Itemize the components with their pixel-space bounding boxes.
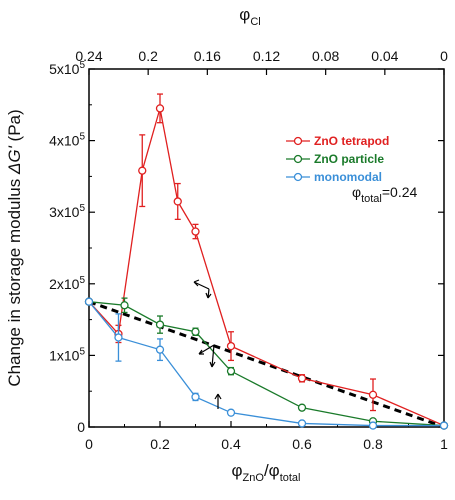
legend-marker xyxy=(293,154,303,164)
top-axis-label-main: φ xyxy=(239,5,250,24)
y-tick-label-base: 3x10 xyxy=(49,204,80,220)
bottom-axis-label-sep: /φ xyxy=(264,461,280,480)
data-point xyxy=(155,345,165,354)
top-tick-label: 0.08 xyxy=(312,48,339,64)
series-monomodal xyxy=(84,297,449,430)
series-line xyxy=(88,108,445,427)
top-tick-label: 0.24 xyxy=(75,48,102,64)
top-axis-ticks: 0.24 0.2 0.16 0.12 0.08 0.04 0 xyxy=(75,48,448,75)
total-annotation-main: φ xyxy=(352,184,361,200)
bottom-tick-label: 0 xyxy=(85,436,93,452)
y-tick-label-base: 1x10 xyxy=(49,347,80,363)
legend-marker xyxy=(293,136,303,146)
y-tick-label-base: 4x10 xyxy=(49,133,80,149)
data-point xyxy=(439,421,449,430)
y-tick-label-exponent: 5 xyxy=(79,203,85,214)
data-point xyxy=(297,374,307,383)
data-point xyxy=(114,333,123,342)
data-point xyxy=(191,327,200,336)
data-point xyxy=(138,166,147,175)
bottom-tick-label: 0.6 xyxy=(292,436,312,452)
top-axis-label-sub: Cl xyxy=(250,16,260,28)
y-tick-label-exponent: 5 xyxy=(79,132,85,143)
legend-label: ZnO particle xyxy=(314,152,384,166)
y-axis-label: Change in storage modulus ΔG' (Pa) xyxy=(5,109,24,386)
data-point xyxy=(226,408,236,417)
y-tick-label-exponent: 5 xyxy=(79,275,85,286)
series-zno-tetrapod xyxy=(84,93,449,430)
series-layer xyxy=(84,93,449,430)
bottom-axis-label-sub2: total xyxy=(280,472,301,484)
bottom-tick-label: 1 xyxy=(440,436,448,452)
data-point xyxy=(368,421,378,430)
data-point xyxy=(155,320,165,329)
series-zno-particle xyxy=(84,297,449,430)
bottom-axis-label-sub: ZnO xyxy=(243,472,265,484)
legend-label: ZnO tetrapod xyxy=(314,134,389,148)
y-tick-label-base: 2x10 xyxy=(49,276,80,292)
y-tick-label: 2x105 xyxy=(49,275,85,292)
y-axis-label-unit: (Pa) xyxy=(5,109,24,146)
data-point xyxy=(155,104,165,113)
reference-dashed-line xyxy=(88,300,445,429)
y-tick-label: 1x105 xyxy=(49,346,85,363)
reference-line-layer xyxy=(88,300,445,429)
arrow-monomodal xyxy=(214,393,222,409)
total-annotation: φtotal=0.24 xyxy=(352,184,418,205)
top-tick-label: 0.2 xyxy=(138,48,158,64)
data-point xyxy=(191,392,200,402)
y-tick-label-exponent: 5 xyxy=(79,346,85,357)
data-point xyxy=(226,341,236,351)
series-line xyxy=(88,301,445,427)
top-tick-label: 0.04 xyxy=(371,48,398,64)
data-point xyxy=(84,297,94,306)
top-tick-label: 0 xyxy=(440,48,448,64)
bottom-axis-label: φZnO/φtotal xyxy=(232,461,301,484)
data-point xyxy=(297,403,307,412)
total-annotation-value: =0.24 xyxy=(382,184,418,200)
bottom-tick-label: 0.4 xyxy=(221,436,241,452)
y-axis-label-delta: ΔG' xyxy=(5,145,24,175)
trend-arrows xyxy=(193,279,222,409)
y-tick-label: 0 xyxy=(77,419,85,435)
data-point xyxy=(120,301,129,310)
top-tick-label: 0.12 xyxy=(253,48,280,64)
bottom-axis-ticks: 0 0.2 0.4 0.6 0.8 1 xyxy=(85,421,448,452)
y-tick-label: 3x105 xyxy=(49,203,85,220)
data-point xyxy=(191,227,200,236)
data-point xyxy=(297,419,307,428)
series-line xyxy=(88,301,444,427)
top-tick-label: 0.16 xyxy=(194,48,221,64)
legend-marker xyxy=(293,172,303,182)
data-point xyxy=(173,197,182,206)
bottom-tick-label: 0.8 xyxy=(363,436,383,452)
data-point xyxy=(368,390,378,399)
y-tick-label: 4x105 xyxy=(49,132,85,149)
bottom-axis-label-main: φ xyxy=(232,461,243,480)
legend: ZnO tetrapod ZnO particle monomodal xyxy=(286,134,389,184)
data-point xyxy=(226,367,236,376)
top-axis-label: φCl xyxy=(239,5,260,28)
plot-frame xyxy=(88,68,445,428)
y-tick-label-exponent: 5 xyxy=(79,60,85,71)
legend-label: monomodal xyxy=(314,170,382,184)
bottom-tick-label: 0.2 xyxy=(150,436,170,452)
y-axis-label-main: Change in storage modulus xyxy=(5,174,24,387)
arrow-tetrapod xyxy=(193,279,212,299)
y-tick-label-base: 5x10 xyxy=(49,61,80,77)
y-tick-label: 5x105 xyxy=(49,60,85,77)
arrow-particle xyxy=(198,344,216,368)
total-annotation-sub: total xyxy=(361,193,382,205)
